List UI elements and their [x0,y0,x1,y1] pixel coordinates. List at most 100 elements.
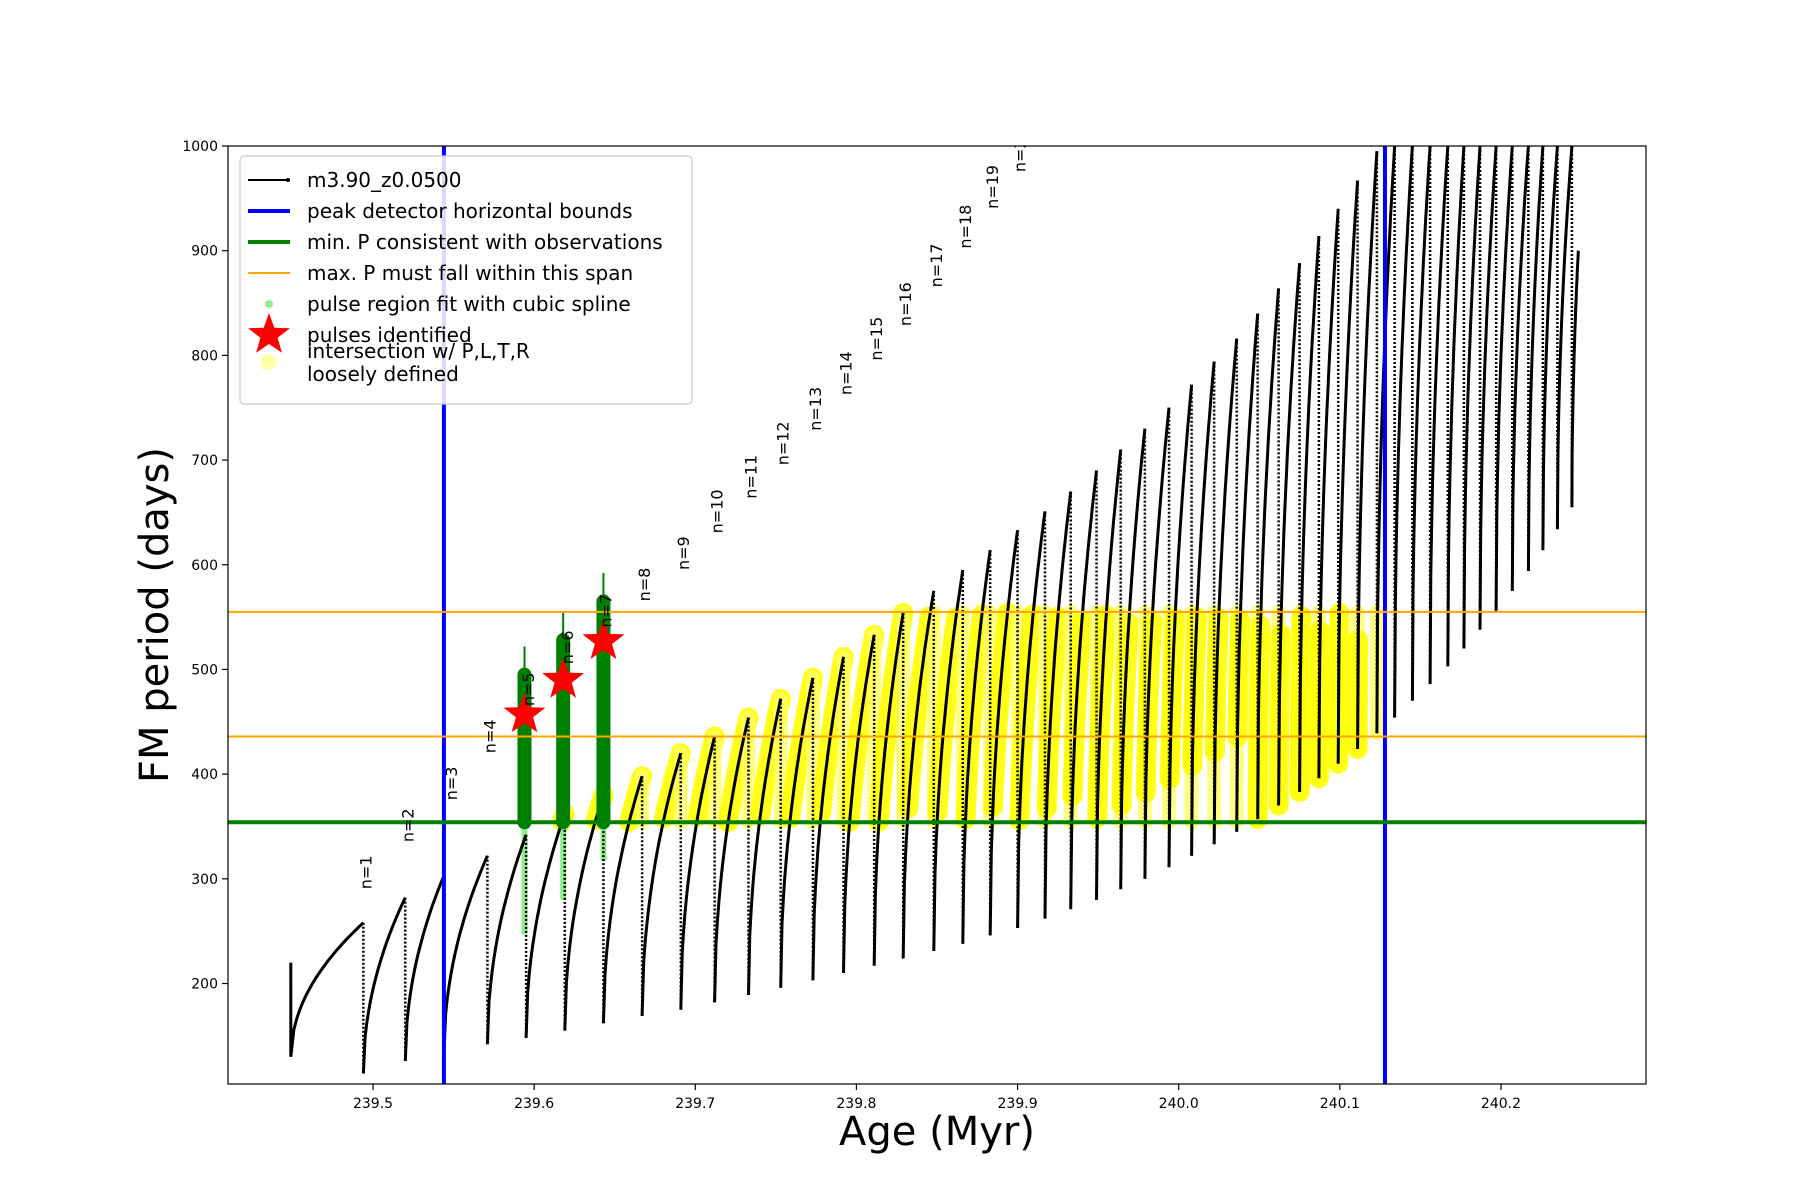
legend-label-intersect-line2: loosely defined [307,362,459,386]
y-tick-label: 900 [191,244,218,260]
x-tick-label: 239.5 [353,1096,393,1112]
legend-marker-dot [265,300,273,308]
series-segment [442,855,489,1054]
series-segment [1043,491,1073,919]
legend-label-maxP: max. P must fall within this span [307,261,633,285]
pulse-number-label: n=19 [983,165,1002,209]
legend-label-spline: pulse region fit with cubic spline [307,292,631,316]
legend-label-intersect: intersection w/ P,L,T,R [307,339,530,363]
series-segment [1462,146,1482,649]
pulse-number-label: n=13 [806,387,825,431]
series-segment [1410,146,1432,701]
legend-label-bounds: peak detector horizontal bounds [307,199,633,223]
pulse-number-label: n=18 [956,205,975,249]
series-segment [1190,361,1216,856]
series-segment [1494,146,1514,611]
series-segment [1541,146,1559,551]
series-segment [901,590,936,959]
series-segment [713,717,750,1003]
legend-marker-star [248,313,290,353]
series-segment [485,834,528,1045]
y-tick-label: 200 [191,977,218,993]
series-segment [1393,146,1414,718]
legend-box [239,155,693,405]
series-segment [1095,449,1123,900]
y-tick-label: 500 [191,662,218,678]
series-segment [524,813,567,1038]
series-segment [403,875,446,1062]
pulse-number-label: n=5 [519,672,538,706]
x-tick-label: 239.9 [998,1096,1038,1112]
pulse-star [582,619,625,659]
series-segment [932,569,965,952]
pulse-star [542,657,585,698]
series-segment [811,656,845,981]
series-segment [563,794,605,1031]
series-segment [1298,235,1321,792]
pulse-number-label: n=14 [837,351,856,395]
pulse-number-label: n=6 [558,630,577,664]
pulse-number-label: n=2 [398,808,417,842]
x-tick-label: 240.2 [1481,1096,1521,1112]
series-segment [1256,288,1281,820]
series-segment [1510,146,1530,591]
pulse-number-label: n=4 [480,719,499,753]
pulse-number-label: n=10 [708,489,727,533]
legend-marker-dot [286,178,290,182]
pulse-number-label: n=16 [896,282,915,326]
axes-layer: 239.5 239.6 239.7 239.8 239.9 240.0 240.1 240.2… [132,139,1647,1155]
series-segment [1356,151,1379,750]
plot-frame [227,145,1647,1085]
legend-marker-circle [261,354,277,370]
series-segment [1317,208,1340,779]
series-segment [842,634,876,974]
x-tick-label: 239.6 [514,1096,554,1112]
x-tick-label: 240.1 [1320,1096,1360,1112]
reference-lines-layer [228,146,1646,1084]
series-segment [1143,407,1171,879]
pulse-label-layer: n=1 n=2 n=3 n=4 n=5 n=6 n=7 n=8 n=9 n=10 n=11 n=12 n… [356,146,1029,890]
series-segment [1119,428,1147,890]
series-segment [289,921,365,1057]
legend-label-pulses: pulses identified [307,323,472,347]
y-tick-label: 400 [191,767,218,783]
series-segment [361,897,407,1074]
series-segment [988,529,1020,936]
x-tick-label: 239.7 [675,1096,715,1112]
intersection-layer [552,602,1384,833]
series-segment [1277,263,1302,806]
pulse-number-label: n=15 [867,317,886,361]
pulse-number-label: n=12 [774,421,793,465]
series-segment [1235,313,1260,832]
series-segment [1069,470,1098,910]
y-tick-label: 700 [191,453,218,469]
x-tick-label: 239.8 [836,1096,876,1112]
stars-layer [503,619,625,733]
series-segment [601,775,644,1024]
series-segment [1016,511,1047,929]
series-segment [779,677,815,988]
series-segment [1478,146,1498,630]
series-segment [1555,146,1574,530]
pulse-number-label: n=1 [356,856,375,890]
y-tick-label: 1000 [182,139,218,155]
series-segment [961,549,992,944]
x-axis-label: Age (Myr) [839,1109,1035,1155]
series-segment [1167,384,1194,868]
series-segment [1526,146,1545,572]
series-segment [1446,146,1466,667]
pulse-number-label: n=8 [635,568,654,602]
series-segment [1212,338,1239,845]
pulse-number-label: n=7 [596,594,615,628]
pulse-number-label: n=11 [741,455,760,499]
series-segment [679,736,717,1010]
y-tick-label: 800 [191,348,218,364]
pulse-number-label: n=9 [674,536,693,570]
series-segment [1336,180,1360,764]
pulse-star [503,692,546,733]
series-segment [640,752,683,1017]
x-tick-label: 240.0 [1159,1096,1199,1112]
